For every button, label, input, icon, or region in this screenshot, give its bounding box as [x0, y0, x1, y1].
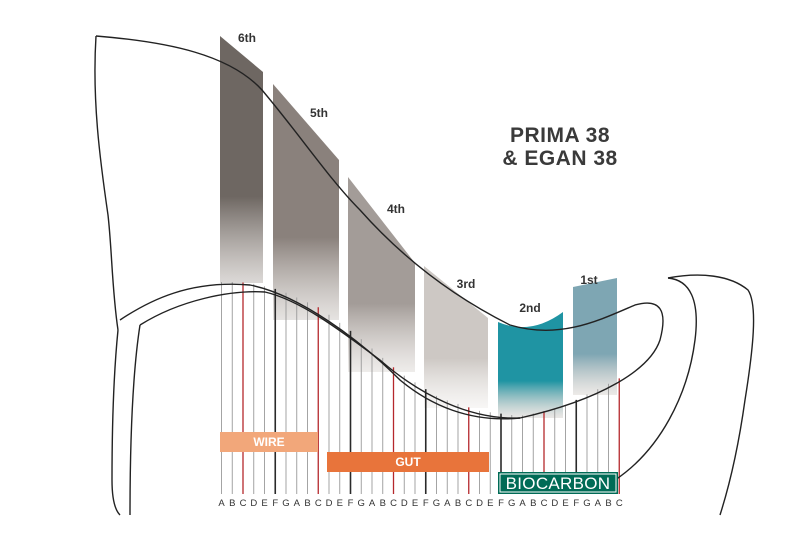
note-20: F	[423, 498, 429, 509]
wire-label: WIRE	[253, 435, 284, 449]
harp-knee	[667, 274, 755, 516]
gut-band	[327, 452, 489, 472]
octave-column-3rd	[424, 266, 488, 408]
model-title-line1: PRIMA 38	[509, 124, 611, 147]
note-37: B	[605, 498, 611, 509]
note-5: E	[261, 498, 267, 509]
octave-label-6th: 6th	[238, 31, 256, 45]
note-11: D	[326, 498, 333, 509]
note-12: E	[337, 498, 343, 509]
note-3: C	[240, 498, 247, 509]
note-7: G	[282, 498, 289, 509]
strings	[221, 282, 620, 494]
octave-column-1st	[573, 278, 617, 395]
note-10: C	[315, 498, 322, 509]
octave-column-5th	[273, 84, 339, 320]
note-6: F	[272, 498, 278, 509]
note-36: A	[595, 498, 602, 509]
note-15: A	[369, 498, 376, 509]
note-4: D	[250, 498, 257, 509]
octave-label-2nd: 2nd	[519, 301, 540, 315]
harp-neck-upper-curve	[95, 35, 664, 420]
note-21: G	[433, 498, 440, 509]
note-28: G	[508, 498, 515, 509]
gut-label: GUT	[395, 455, 421, 469]
wire-band	[220, 432, 318, 452]
harp-pillar	[111, 329, 121, 516]
octave-label-5th: 5th	[310, 106, 328, 120]
biocarbon-band-border	[499, 473, 617, 493]
note-33: E	[562, 498, 568, 509]
note-30: B	[530, 498, 536, 509]
note-35: G	[583, 498, 590, 509]
note-34: F	[573, 498, 579, 509]
octave-column-6th	[220, 36, 263, 283]
biocarbon-band	[498, 472, 618, 494]
note-24: C	[465, 498, 472, 509]
harp-soundbox-inner	[139, 291, 521, 419]
note-38: C	[616, 498, 623, 509]
octave-column-4th	[348, 177, 415, 372]
note-26: E	[487, 498, 493, 509]
note-22: A	[444, 498, 451, 509]
note-17: C	[390, 498, 397, 509]
harp-knee-inner	[614, 277, 697, 481]
note-8: A	[294, 498, 301, 509]
model-title: PRIMA 38 & EGAN 38	[470, 124, 650, 170]
octave-label-3rd: 3rd	[457, 277, 476, 291]
note-27: F	[498, 498, 504, 509]
biocarbon-label: BIOCARBON	[506, 474, 611, 493]
harp-neck-lower-curve	[94, 35, 119, 331]
note-9: B	[304, 498, 310, 509]
note-32: D	[551, 498, 558, 509]
note-25: D	[476, 498, 483, 509]
note-13: F	[348, 498, 354, 509]
octave-columns: 6th 5th 4th 3rd 2nd 1st	[220, 31, 617, 418]
octave-label-4th: 4th	[387, 202, 405, 216]
note-16: B	[380, 498, 386, 509]
note-14: G	[358, 498, 365, 509]
note-19: E	[412, 498, 418, 509]
octave-column-2nd	[498, 312, 563, 418]
note-31: C	[541, 498, 548, 509]
model-title-line2: & EGAN 38	[502, 147, 618, 170]
note-23: B	[455, 498, 461, 509]
string-type-bands: WIRE GUT BIOCARBON	[220, 432, 618, 494]
note-18: D	[401, 498, 408, 509]
harp-outline	[94, 35, 755, 516]
harp-column-inner	[129, 324, 141, 516]
octave-label-1st: 1st	[580, 273, 597, 287]
note-2: B	[229, 498, 235, 509]
note-1: A	[218, 498, 225, 509]
note-29: A	[519, 498, 526, 509]
